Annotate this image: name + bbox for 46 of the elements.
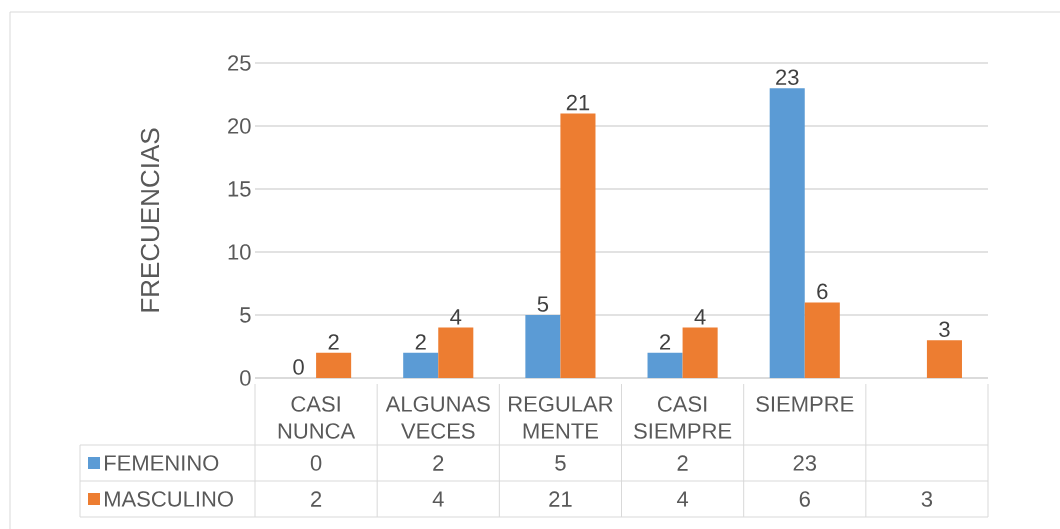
y-axis-title: FRECUENCIAS <box>140 128 160 312</box>
bar <box>804 302 840 378</box>
data-label: 4 <box>432 491 444 507</box>
annotation: 23 <box>776 69 799 85</box>
y-tick-label: 0 <box>240 370 251 386</box>
bar <box>560 113 596 378</box>
data-label: 21 <box>549 491 572 507</box>
data-label: 4 <box>676 491 689 507</box>
y-tick-label: 15 <box>228 181 251 197</box>
y-tick-label: 25 <box>228 55 251 71</box>
annotation: 2 <box>328 334 339 350</box>
bar <box>438 327 474 378</box>
data-label: 3 <box>921 491 933 507</box>
bar <box>926 340 962 378</box>
data-label: 2 <box>677 455 688 471</box>
data-label: 6 <box>799 491 810 507</box>
bar <box>525 314 561 378</box>
data-label: 2 <box>433 455 444 471</box>
annotation: 4 <box>694 309 706 325</box>
x-tick-label: SIEMPRE <box>756 396 854 412</box>
annotation: 6 <box>817 283 828 300</box>
y-tick-label: 10 <box>228 244 251 260</box>
bar <box>682 327 718 378</box>
x-tick-label: CASI SIEMPRE <box>634 396 732 439</box>
bar <box>647 352 683 378</box>
x-tick-label: REGULAR MENTE <box>509 396 613 439</box>
annotation: 2 <box>660 334 671 350</box>
legend-label: MASCULINO <box>105 491 233 507</box>
data-label: 23 <box>793 455 817 471</box>
annotation: 5 <box>537 296 549 312</box>
x-tick-label: CASI NUNCA <box>278 396 356 439</box>
data-label: 5 <box>555 455 566 471</box>
bar <box>403 352 439 378</box>
annotation: 2 <box>415 334 426 350</box>
x-tick-label: ALGUNAS VECES <box>385 396 490 439</box>
y-tick-label: 20 <box>228 118 251 134</box>
bar <box>316 352 352 378</box>
annotation: 4 <box>450 309 462 325</box>
data-label: 2 <box>311 491 322 507</box>
bar <box>769 88 805 378</box>
legend-label: FEMENINO <box>105 455 219 471</box>
y-tick-label: 5 <box>240 307 251 323</box>
annotation: 21 <box>566 94 590 111</box>
annotation: 3 <box>939 321 950 337</box>
annotation: 0 <box>293 359 304 375</box>
data-label: 0 <box>310 455 322 471</box>
